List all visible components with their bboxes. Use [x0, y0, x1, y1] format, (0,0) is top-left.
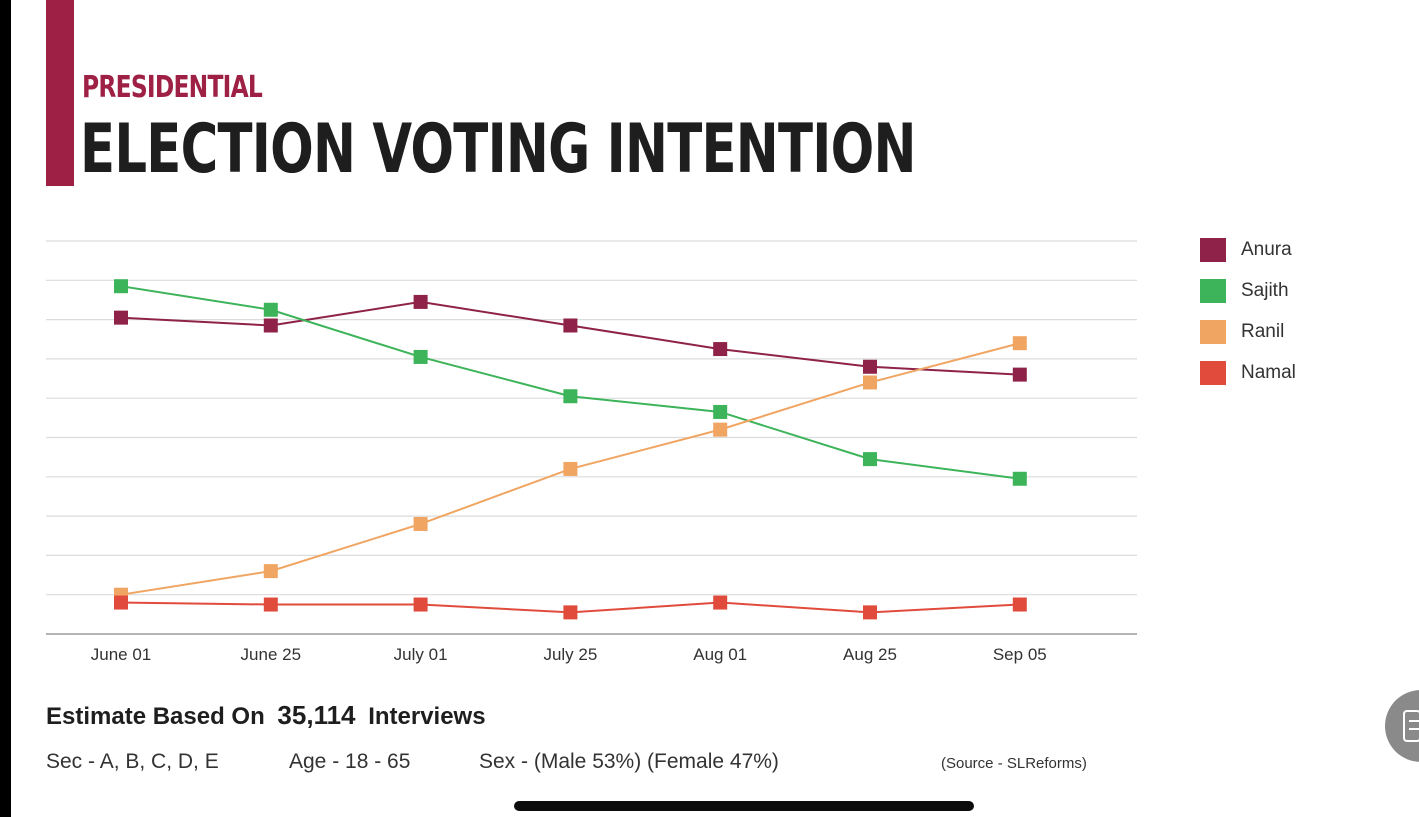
legend-item-sajith: Sajith [1200, 279, 1296, 320]
legend-label: Ranil [1241, 321, 1285, 342]
legend-item-anura: Anura [1200, 238, 1296, 279]
legend-swatch [1200, 279, 1226, 303]
data-point-anura [1012, 367, 1027, 382]
data-point-sajith [713, 404, 728, 419]
legend-swatch [1200, 320, 1226, 344]
x-tick-label: Aug 01 [693, 645, 747, 664]
data-point-namal [413, 597, 428, 612]
page-title: ELECTION VOTING INTENTION [80, 110, 916, 189]
chart-legend: Anura Sajith Ranil Namal [1200, 238, 1296, 402]
series-line-anura [120, 300, 1020, 376]
data-point-namal [713, 595, 728, 610]
estimate-prefix: Estimate Based On [46, 703, 265, 730]
age-info: Age - 18 - 65 [289, 750, 411, 773]
legend-swatch [1200, 238, 1226, 262]
x-tick-label: Aug 25 [843, 645, 897, 664]
source-note: (Source - SLReforms) [941, 755, 1087, 772]
legend-swatch [1200, 361, 1226, 385]
x-tick-label: July 25 [543, 645, 597, 664]
sex-info: Sex - (Male 53%) (Female 47%) [479, 750, 779, 773]
data-point-sajith [114, 279, 128, 294]
x-tick-label: June 25 [241, 645, 302, 664]
estimate-line: Estimate Based On 35,114 Interviews [46, 700, 486, 731]
data-point-namal [114, 595, 128, 610]
interview-count: 35,114 [277, 700, 356, 730]
legend-label: Anura [1241, 239, 1292, 260]
data-point-anura [563, 318, 578, 333]
data-point-ranil [413, 516, 428, 531]
data-point-ranil [863, 375, 877, 390]
legend-label: Namal [1241, 362, 1296, 383]
data-point-namal [263, 597, 278, 612]
x-tick-label: Sep 05 [993, 645, 1047, 664]
data-point-anura [863, 359, 877, 374]
data-point-sajith [1012, 471, 1027, 486]
data-point-namal [863, 605, 877, 620]
data-point-namal [1012, 597, 1027, 612]
data-point-sajith [413, 349, 428, 364]
estimate-suffix: Interviews [368, 703, 486, 730]
title-accent-bar [46, 0, 74, 186]
legend-label: Sajith [1241, 280, 1289, 301]
title-pre: PRESIDENTIAL [82, 70, 263, 105]
series-line-sajith [120, 285, 1020, 480]
sec-info: Sec - A, B, C, D, E [46, 750, 219, 773]
data-point-sajith [563, 389, 578, 404]
data-point-namal [563, 605, 578, 620]
data-point-sajith [263, 302, 278, 317]
data-point-anura [713, 342, 728, 357]
data-point-anura [263, 318, 278, 333]
x-tick-label: June 01 [91, 645, 152, 664]
data-point-ranil [563, 461, 578, 476]
left-edge [0, 0, 11, 817]
legend-item-ranil: Ranil [1200, 320, 1296, 361]
data-point-anura [114, 310, 128, 325]
data-point-ranil [1012, 336, 1027, 351]
data-point-anura [413, 294, 428, 309]
home-indicator[interactable] [514, 801, 974, 811]
data-point-ranil [263, 564, 278, 579]
x-tick-label: July 01 [394, 645, 448, 664]
data-point-sajith [863, 452, 877, 467]
data-point-ranil [713, 422, 728, 437]
scan-text-icon [1403, 710, 1419, 742]
legend-item-namal: Namal [1200, 361, 1296, 402]
